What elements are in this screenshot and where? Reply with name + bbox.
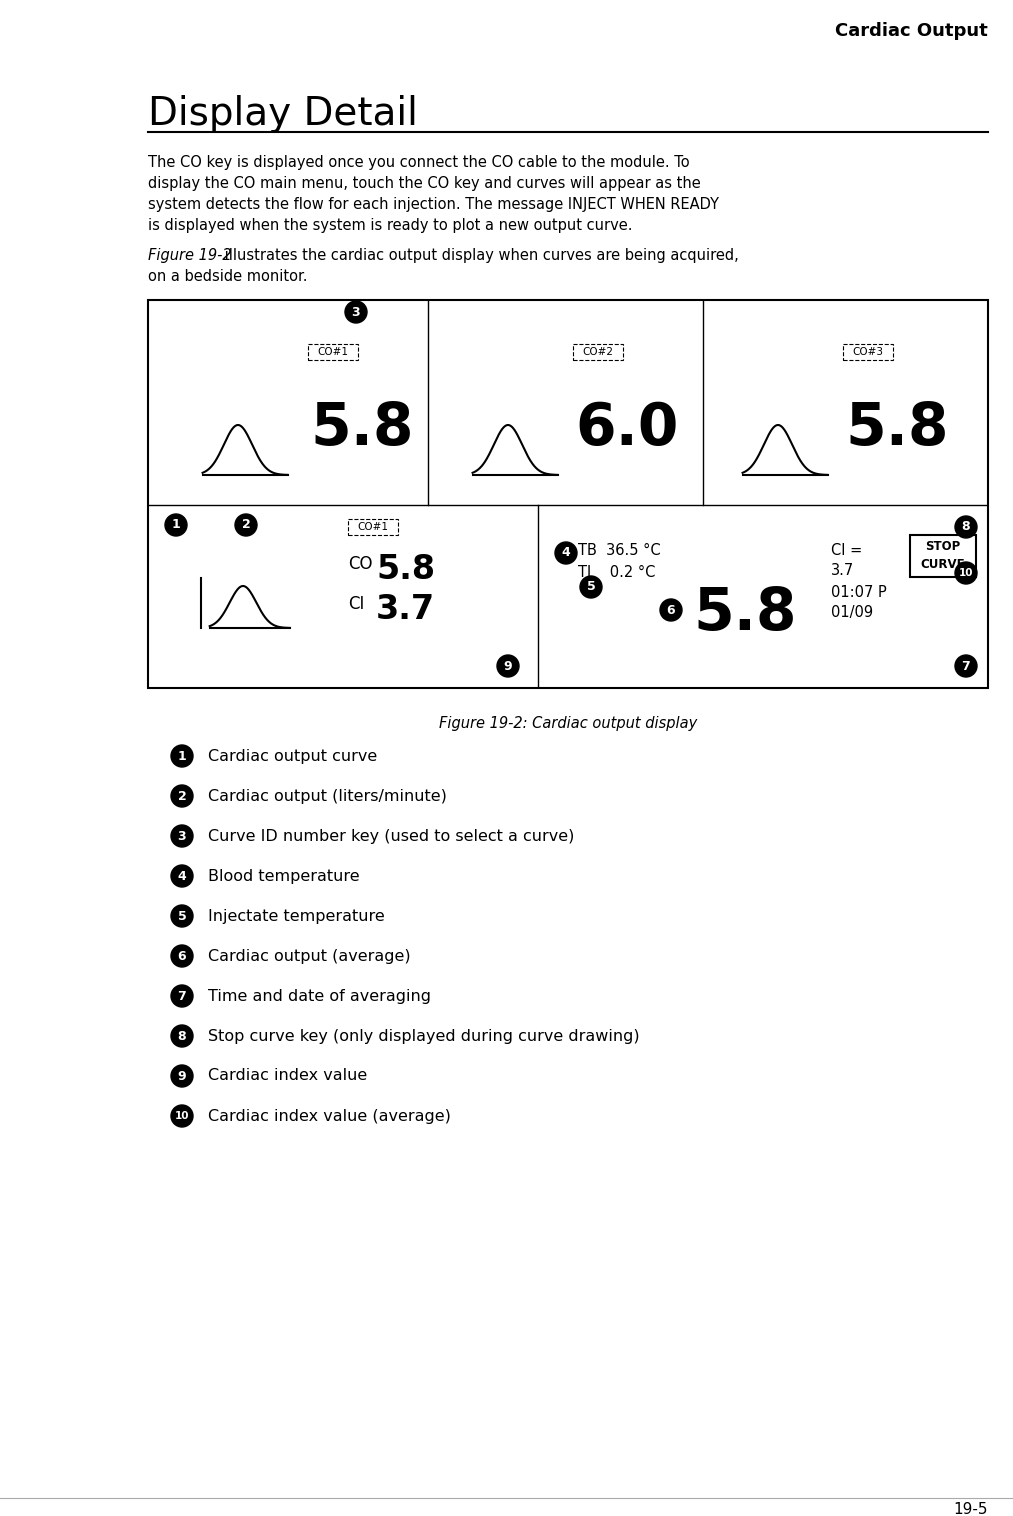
Text: 3: 3 xyxy=(177,829,186,843)
Text: STOP: STOP xyxy=(925,541,960,553)
Text: display the CO main menu, touch the CO key and curves will appear as the: display the CO main menu, touch the CO k… xyxy=(148,176,701,191)
Text: Cardiac output (average): Cardiac output (average) xyxy=(208,949,410,964)
Circle shape xyxy=(171,905,193,926)
Text: Time and date of averaging: Time and date of averaging xyxy=(208,988,431,1004)
Text: 7: 7 xyxy=(961,659,970,673)
FancyBboxPatch shape xyxy=(843,344,893,359)
Text: CI: CI xyxy=(348,594,365,612)
Circle shape xyxy=(235,514,257,537)
Text: TI    0.2 °C: TI 0.2 °C xyxy=(578,565,655,581)
Circle shape xyxy=(580,576,602,597)
Text: 2: 2 xyxy=(242,518,250,532)
Text: Cardiac index value (average): Cardiac index value (average) xyxy=(208,1108,451,1123)
Text: 9: 9 xyxy=(177,1069,186,1082)
Text: 3.7: 3.7 xyxy=(376,593,436,626)
Text: Cardiac index value: Cardiac index value xyxy=(208,1069,368,1084)
Circle shape xyxy=(171,985,193,1007)
Text: CO#1: CO#1 xyxy=(358,522,389,532)
Text: CO#1: CO#1 xyxy=(317,347,348,356)
Text: CO#2: CO#2 xyxy=(582,347,614,356)
Text: 9: 9 xyxy=(503,659,513,673)
Text: is displayed when the system is ready to plot a new output curve.: is displayed when the system is ready to… xyxy=(148,218,632,233)
Bar xyxy=(148,300,988,688)
Text: Cardiac output curve: Cardiac output curve xyxy=(208,749,377,764)
Text: Display Detail: Display Detail xyxy=(148,96,418,133)
Text: 8: 8 xyxy=(177,1029,186,1043)
Text: Cardiac Output: Cardiac Output xyxy=(836,23,988,39)
Text: CO: CO xyxy=(348,555,373,573)
Text: 10: 10 xyxy=(175,1111,189,1120)
Circle shape xyxy=(345,302,367,323)
Text: TB  36.5 °C: TB 36.5 °C xyxy=(578,543,660,558)
Text: 1: 1 xyxy=(177,749,186,763)
Circle shape xyxy=(171,785,193,807)
Text: 7: 7 xyxy=(177,990,186,1002)
Text: 19-5: 19-5 xyxy=(953,1502,988,1516)
Circle shape xyxy=(171,866,193,887)
Text: 01/09: 01/09 xyxy=(831,605,873,620)
Text: 5.8: 5.8 xyxy=(845,400,948,456)
Circle shape xyxy=(171,1025,193,1048)
Text: 5.8: 5.8 xyxy=(376,553,436,587)
Text: 6: 6 xyxy=(667,603,676,617)
Bar xyxy=(910,535,976,578)
Text: system detects the flow for each injection. The message INJECT WHEN READY: system detects the flow for each injecti… xyxy=(148,197,719,212)
FancyBboxPatch shape xyxy=(308,344,358,359)
Text: 10: 10 xyxy=(958,568,973,578)
Circle shape xyxy=(171,825,193,847)
Text: 01:07 P: 01:07 P xyxy=(831,585,886,600)
Text: CO#3: CO#3 xyxy=(853,347,883,356)
Circle shape xyxy=(497,655,519,678)
Text: Stop curve key (only displayed during curve drawing): Stop curve key (only displayed during cu… xyxy=(208,1028,639,1043)
FancyBboxPatch shape xyxy=(573,344,623,359)
Text: The CO key is displayed once you connect the CO cable to the module. To: The CO key is displayed once you connect… xyxy=(148,155,690,170)
Text: 5.8: 5.8 xyxy=(310,400,413,456)
Text: 1: 1 xyxy=(171,518,180,532)
Text: CURVE: CURVE xyxy=(921,558,965,572)
Text: 4: 4 xyxy=(561,546,570,559)
Text: 3.7: 3.7 xyxy=(831,562,854,578)
Text: 5: 5 xyxy=(587,581,596,593)
Text: 2: 2 xyxy=(177,790,186,802)
Text: CI =: CI = xyxy=(831,543,862,558)
Text: Injectate temperature: Injectate temperature xyxy=(208,908,385,923)
Circle shape xyxy=(955,655,977,678)
Text: 5.8: 5.8 xyxy=(693,585,796,641)
Text: 3: 3 xyxy=(352,306,361,318)
Text: 4: 4 xyxy=(177,870,186,882)
Text: illustrates the cardiac output display when curves are being acquired,: illustrates the cardiac output display w… xyxy=(220,249,738,262)
Circle shape xyxy=(171,1105,193,1126)
Circle shape xyxy=(955,562,977,584)
Text: Blood temperature: Blood temperature xyxy=(208,869,360,884)
Text: 6: 6 xyxy=(177,949,186,963)
Text: 5: 5 xyxy=(177,910,186,923)
Text: Curve ID number key (used to select a curve): Curve ID number key (used to select a cu… xyxy=(208,829,574,843)
Circle shape xyxy=(171,1066,193,1087)
Text: Figure 19-2: Figure 19-2 xyxy=(148,249,232,262)
Text: 6.0: 6.0 xyxy=(575,400,679,456)
Circle shape xyxy=(955,515,977,538)
Circle shape xyxy=(171,744,193,767)
Circle shape xyxy=(660,599,682,622)
Text: Cardiac output (liters/minute): Cardiac output (liters/minute) xyxy=(208,788,447,803)
Text: Figure 19-2: Cardiac output display: Figure 19-2: Cardiac output display xyxy=(439,716,697,731)
Text: on a bedside monitor.: on a bedside monitor. xyxy=(148,268,308,283)
Circle shape xyxy=(165,514,187,537)
Circle shape xyxy=(555,543,577,564)
Circle shape xyxy=(171,944,193,967)
FancyBboxPatch shape xyxy=(348,518,398,535)
Text: 8: 8 xyxy=(961,520,970,534)
